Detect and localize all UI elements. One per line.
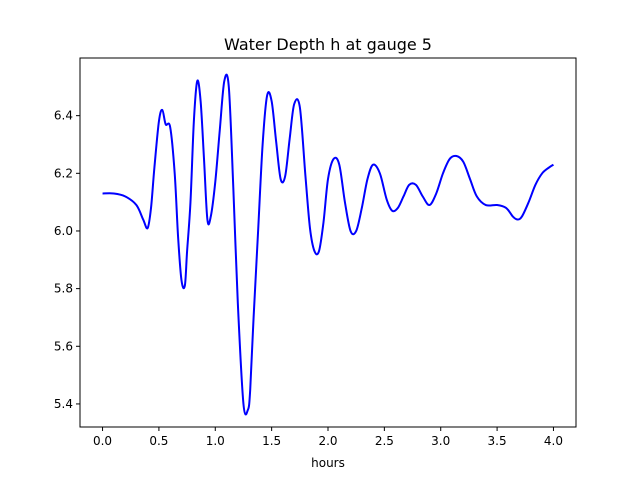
x-tick-label: 1.0 — [206, 434, 225, 448]
x-tick-label: 4.0 — [544, 434, 563, 448]
y-tick-label: 5.4 — [54, 397, 73, 411]
y-tick-label: 5.6 — [54, 339, 73, 353]
x-tick-label: 0.5 — [149, 434, 168, 448]
series-line-0 — [102, 73, 554, 416]
y-tick-label: 6.2 — [54, 166, 73, 180]
x-tick-label: 2.5 — [375, 434, 394, 448]
chart-title: Water Depth h at gauge 5 — [224, 35, 432, 54]
plot-area — [102, 73, 554, 416]
x-tick-label: 2.0 — [318, 434, 337, 448]
x-tick-label: 3.0 — [431, 434, 450, 448]
y-tick-label: 6.4 — [54, 109, 73, 123]
x-tick-label: 3.5 — [488, 434, 507, 448]
x-axis: 0.0 0.5 1.0 1.5 2.0 2.5 3.0 3.5 4.0 — [93, 427, 563, 448]
x-axis-label: hours — [311, 456, 345, 470]
y-tick-label: 5.8 — [54, 282, 73, 296]
x-tick-label: 1.5 — [262, 434, 281, 448]
x-tick-label: 0.0 — [93, 434, 112, 448]
y-axis: 5.4 5.6 5.8 6.0 6.2 6.4 — [54, 109, 80, 411]
y-tick-label: 6.0 — [54, 224, 73, 238]
